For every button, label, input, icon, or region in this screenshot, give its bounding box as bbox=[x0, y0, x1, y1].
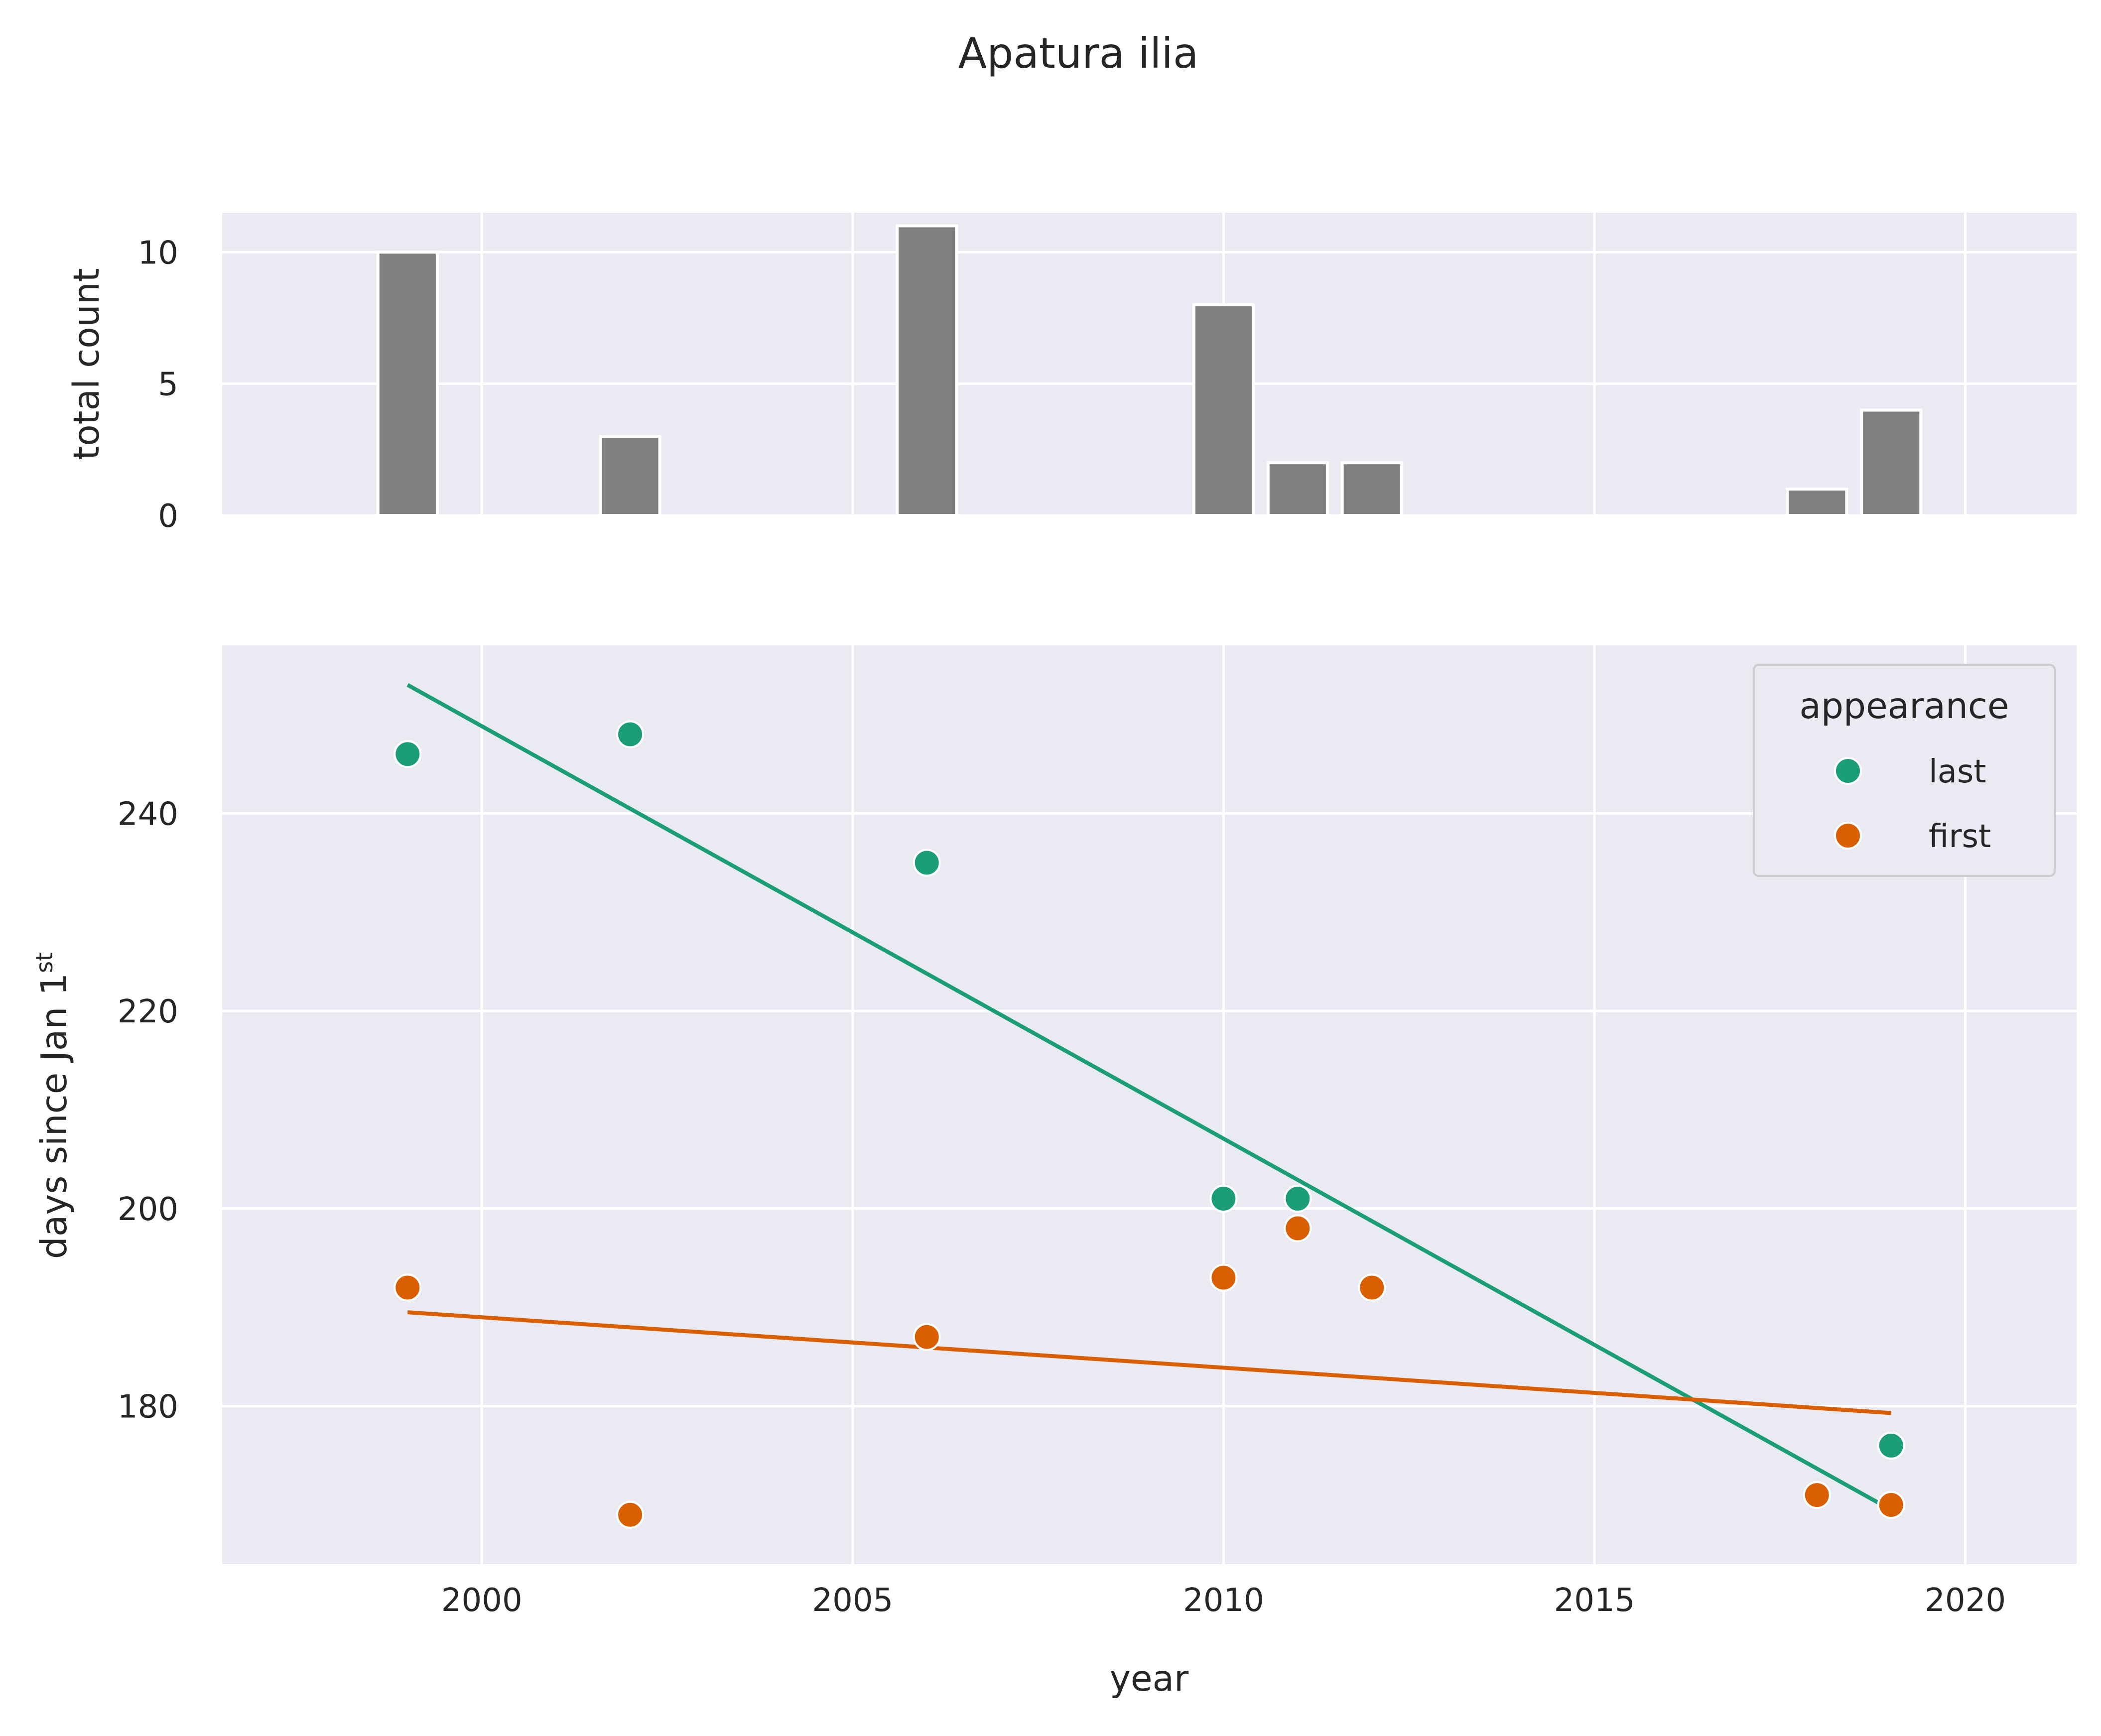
count-y-ticks: 0 5 10 bbox=[138, 235, 178, 535]
point-first bbox=[616, 1500, 645, 1529]
legend-label-first: first bbox=[1929, 818, 1991, 855]
count-bar bbox=[1786, 488, 1848, 517]
count-y-tick-label: 10 bbox=[138, 235, 178, 271]
point-first bbox=[913, 1323, 941, 1351]
y-axis-label: days since Jan 1st bbox=[31, 952, 75, 1259]
legend-items: last first bbox=[1834, 753, 1991, 855]
timing-x-tick-label: 2005 bbox=[812, 1582, 893, 1619]
timing-x-tick-label: 2000 bbox=[441, 1582, 523, 1619]
legend: appearance last first bbox=[1753, 664, 2056, 877]
legend-label-last: last bbox=[1929, 753, 1986, 790]
timing-y-tick-label: 240 bbox=[118, 796, 178, 833]
count-bar bbox=[376, 250, 439, 517]
count-panel: 0 5 10 total count bbox=[66, 213, 2077, 535]
legend-marker-first bbox=[1834, 822, 1862, 850]
legend-marker-last bbox=[1834, 757, 1862, 785]
point-last bbox=[1284, 1184, 1312, 1213]
y-axis-label-superscript: st bbox=[31, 952, 58, 973]
count-bars bbox=[376, 224, 1923, 517]
count-bar bbox=[896, 224, 958, 517]
timing-panel: 180 200 220 240 2000 2005 2010 2015 2020 year d… bbox=[31, 645, 2077, 1699]
point-first bbox=[394, 1273, 422, 1302]
legend-box bbox=[1753, 664, 2056, 877]
chart-title: Apatura ilia bbox=[958, 29, 1199, 78]
count-y-tick-label: 5 bbox=[158, 367, 178, 403]
timing-x-tick-label: 2010 bbox=[1183, 1582, 1264, 1619]
data-points bbox=[394, 720, 1905, 1529]
point-first bbox=[1803, 1481, 1831, 1509]
point-first bbox=[1358, 1273, 1386, 1302]
timing-x-tick-label: 2020 bbox=[1925, 1582, 2006, 1619]
timing-x-tick-label: 2015 bbox=[1554, 1582, 1635, 1619]
y-axis-label-main: days since Jan 1 bbox=[33, 973, 75, 1259]
point-last bbox=[913, 849, 941, 877]
count-plot-area bbox=[222, 213, 2077, 515]
timing-y-ticks: 180 200 220 240 bbox=[118, 796, 178, 1425]
point-last bbox=[1209, 1184, 1238, 1213]
count-bar bbox=[599, 435, 661, 517]
timing-y-tick-label: 180 bbox=[118, 1389, 178, 1426]
count-bar bbox=[1340, 461, 1403, 517]
point-first bbox=[1284, 1214, 1312, 1242]
point-last bbox=[394, 740, 422, 768]
count-bar bbox=[1192, 303, 1255, 517]
point-last bbox=[616, 720, 645, 748]
timing-gridlines bbox=[222, 645, 2077, 1564]
trend-line-first bbox=[407, 1310, 1891, 1415]
count-bar bbox=[1266, 461, 1329, 517]
trend-line-last bbox=[406, 683, 1892, 1512]
timing-y-tick-label: 220 bbox=[118, 993, 178, 1030]
legend-title: appearance bbox=[1799, 685, 2009, 727]
x-axis-label: year bbox=[1110, 1658, 1189, 1699]
count-gridlines bbox=[222, 213, 2077, 517]
count-bar bbox=[1860, 408, 1923, 517]
trend-lines bbox=[406, 683, 1892, 1512]
point-last bbox=[1877, 1431, 1905, 1460]
timing-x-ticks: 2000 2005 2010 2015 2020 bbox=[441, 1582, 2006, 1619]
count-y-tick-label: 0 bbox=[158, 498, 178, 535]
point-first bbox=[1209, 1263, 1238, 1292]
point-first bbox=[1877, 1490, 1905, 1519]
timing-y-tick-label: 200 bbox=[118, 1191, 178, 1228]
count-y-axis-label: total count bbox=[66, 268, 107, 460]
